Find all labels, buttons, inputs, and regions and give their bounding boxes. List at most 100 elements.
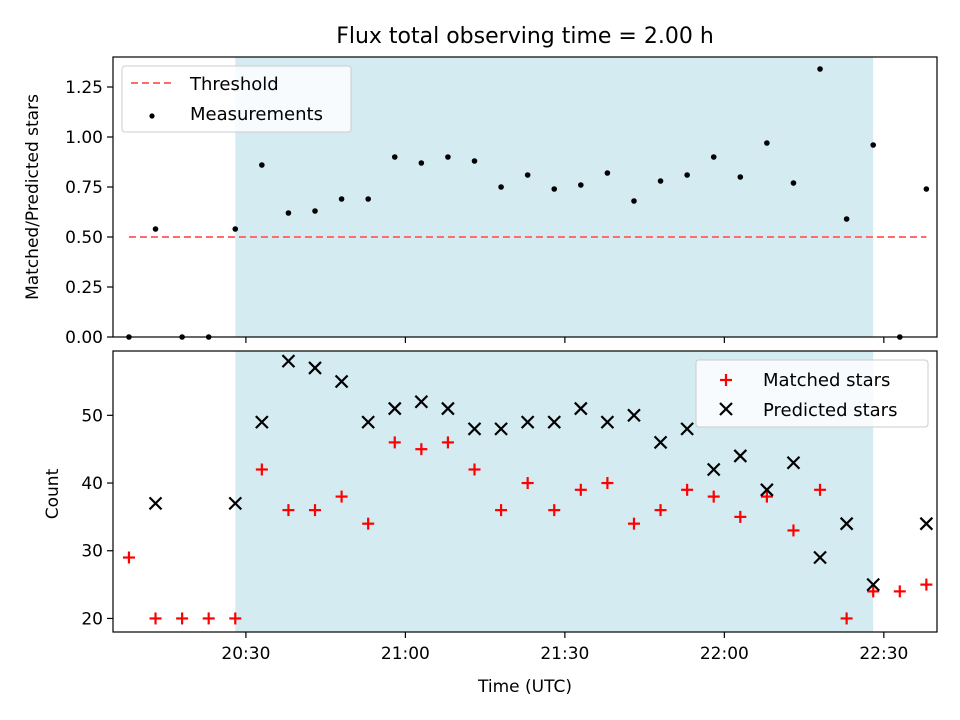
matched-star-marker	[601, 477, 614, 490]
y-tick-label: 0.25	[65, 278, 103, 298]
bottom-legend-frame	[695, 359, 929, 428]
predicted-star-marker	[680, 422, 694, 436]
x-tick-label: 21:30	[540, 644, 589, 664]
matched-star-marker	[468, 463, 481, 476]
measurement-point	[232, 226, 239, 232]
y-tick-label: 40	[81, 474, 103, 494]
measurement-point	[790, 180, 797, 186]
y-tick-label: 0.75	[65, 178, 103, 198]
matched-star-marker	[122, 551, 135, 564]
matched-star-marker	[176, 612, 189, 625]
predicted-star-marker	[786, 455, 801, 470]
bottom-legend: Matched stars Predicted stars	[695, 359, 929, 428]
predicted-star-marker	[494, 422, 508, 436]
matched-star-marker	[441, 436, 454, 449]
predicted-star-marker	[334, 374, 349, 389]
top-ylabel: Matched/Predicted stars	[23, 94, 43, 300]
measurement-point	[152, 226, 159, 232]
predicted-star-marker	[414, 395, 429, 409]
predicted-star-marker	[600, 415, 615, 429]
predicted-legend-swatch	[719, 402, 733, 416]
measurement-point	[684, 172, 690, 178]
matched-legend-swatch	[720, 374, 732, 386]
measurement-point	[604, 170, 611, 176]
matched-star-marker	[734, 510, 747, 523]
measurement-point	[365, 196, 371, 202]
matched-star-marker	[335, 490, 348, 503]
y-tick-label: 50	[81, 406, 103, 426]
predicted-star-marker	[919, 516, 934, 531]
predicted-star-marker	[706, 462, 721, 477]
threshold-legend-label: Threshold	[189, 74, 279, 95]
top-legend: Threshold Measurements	[121, 65, 352, 133]
predicted-star-marker	[813, 550, 827, 565]
y-tick-label: 0.00	[65, 328, 103, 348]
matched-star-marker	[787, 524, 800, 537]
matched-star-marker	[920, 578, 933, 591]
matched-star-marker	[760, 490, 773, 503]
matched-star-marker	[707, 490, 720, 503]
predicted-star-marker	[733, 449, 748, 463]
measurement-point	[418, 160, 425, 166]
matched-star-marker	[574, 483, 587, 496]
predicted-star-marker	[574, 401, 588, 416]
top-axes-frame	[112, 56, 938, 338]
y-tick-label: 1.00	[65, 128, 103, 148]
predicted-star-marker	[547, 415, 562, 429]
matched-star-marker	[654, 504, 667, 517]
measurement-point	[764, 140, 770, 146]
matched-star-marker	[388, 436, 401, 449]
predicted-star-marker	[281, 354, 296, 368]
matched-star-marker	[867, 585, 880, 598]
matched-star-marker	[415, 443, 428, 456]
measurement-point	[631, 198, 637, 204]
predicted-star-marker	[441, 401, 455, 416]
predicted-star-marker	[866, 577, 880, 592]
measurement-point	[843, 216, 850, 222]
matched-star-marker	[893, 585, 906, 598]
bottom-axes-frame	[112, 350, 938, 633]
matched-star-marker	[681, 483, 694, 496]
figure-title: Flux total observing time = 2.00 h	[336, 24, 714, 49]
y-tick-label: 30	[81, 542, 103, 562]
matched-star-marker	[202, 612, 215, 625]
measurement-point	[391, 154, 398, 160]
matched-star-marker	[229, 612, 242, 625]
measurement-point	[338, 196, 345, 202]
bottom-ylabel: Count	[43, 468, 63, 519]
matched-star-marker	[814, 483, 827, 496]
y-tick-label: 0.50	[65, 228, 103, 248]
matched-star-marker	[840, 612, 853, 625]
predicted-star-marker	[653, 435, 668, 450]
matched-star-marker	[521, 477, 534, 490]
top-legend-frame	[121, 65, 352, 133]
y-tick-label: 1.25	[65, 78, 103, 98]
matched-star-marker	[627, 517, 640, 530]
predicted-star-marker	[387, 401, 402, 416]
predicted-star-marker	[520, 415, 535, 429]
predicted-star-marker	[627, 408, 641, 423]
predicted-star-marker	[467, 422, 482, 436]
measurement-point	[285, 210, 292, 216]
measurement-point	[312, 208, 318, 214]
predicted-legend-label: Predicted stars	[763, 400, 897, 421]
measurement-point	[737, 174, 744, 180]
x-tick-label: 22:00	[700, 644, 749, 664]
predicted-star-marker	[228, 496, 243, 511]
measurement-point	[923, 186, 930, 192]
measurement-point	[657, 178, 664, 184]
matched-star-marker	[282, 504, 295, 517]
matched-star-marker	[495, 504, 508, 517]
measurement-point	[524, 172, 531, 178]
predicted-star-marker	[361, 415, 375, 429]
measurement-point	[445, 154, 451, 160]
predicted-star-marker	[308, 361, 322, 375]
bottom-panel: 20 30 40 50 20:30 21:00 21:30 22:00 22:30 Count…	[43, 350, 938, 697]
bottom-xlabel: Time (UTC)	[477, 677, 572, 697]
measurement-point	[471, 158, 478, 164]
top-panel: 0.00 0.25 0.50 0.75 1.00 1.25 Matched/Predict…	[23, 56, 938, 348]
predicted-star-marker	[839, 516, 854, 531]
measurement-point	[870, 142, 877, 148]
measurements-legend-swatch	[149, 113, 155, 119]
